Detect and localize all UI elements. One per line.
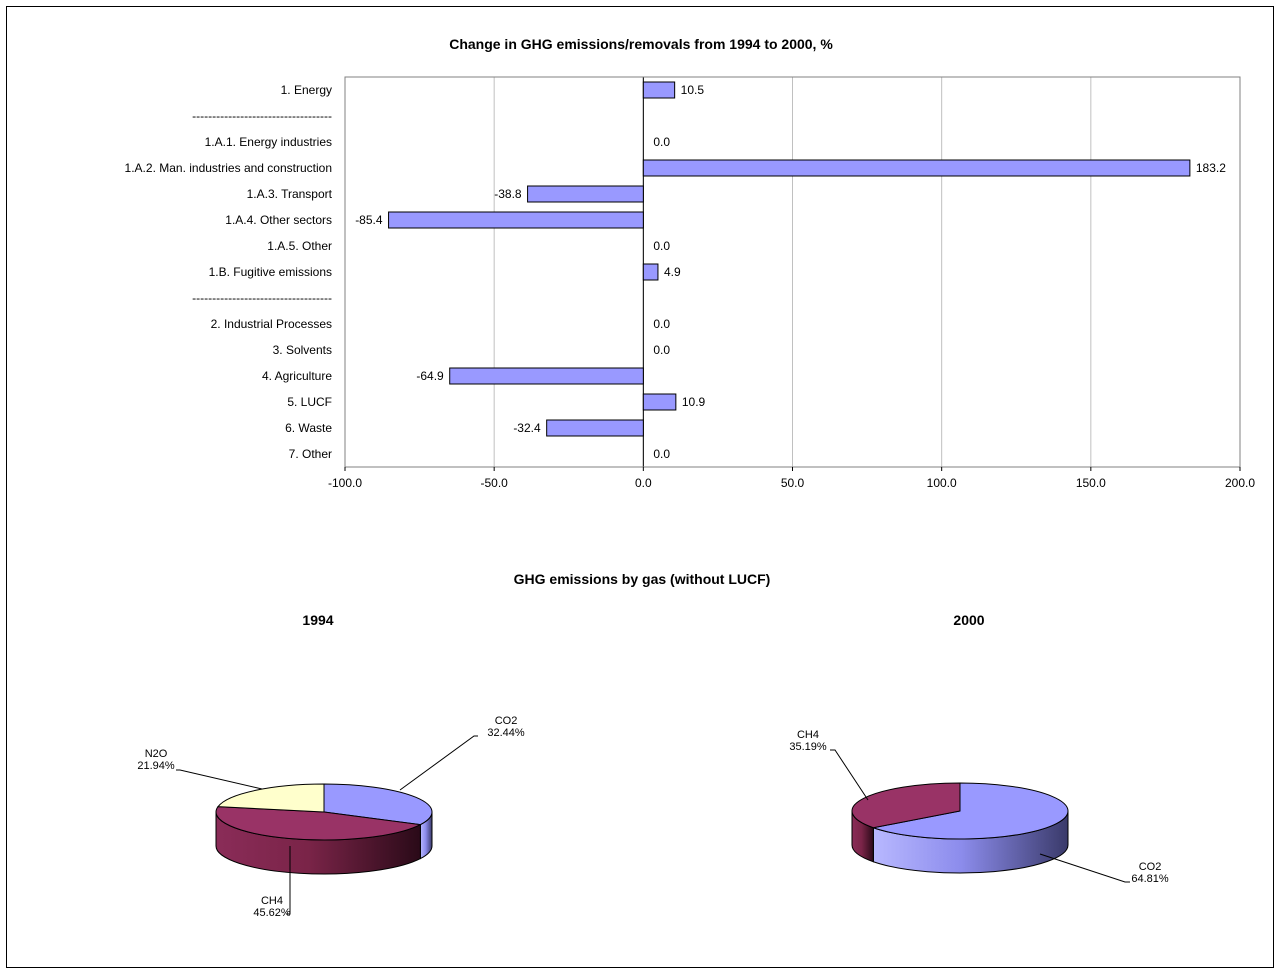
bar-data-label: 0.0 (653, 135, 670, 149)
bar (388, 211, 644, 229)
pie-leader-line (176, 769, 263, 790)
x-tick-label: 150.0 (1076, 476, 1106, 490)
bar (642, 263, 659, 281)
bar-data-label: -85.4 (355, 213, 383, 227)
bar-category-label: 6. Waste (285, 421, 332, 435)
pie-leader-line (399, 735, 478, 791)
bar-data-label: 0.0 (653, 447, 670, 461)
pie-slice-name: CH4 (797, 729, 819, 741)
pie-slice-name: CO2 (495, 715, 518, 727)
pie-slice-percent: 32.44% (487, 727, 525, 739)
x-tick-label: 50.0 (781, 476, 805, 490)
bar-chart-grid (493, 77, 1092, 467)
bar-category-label: 1.A.2. Man. industries and construction (125, 161, 332, 175)
bar-data-label: 4.9 (664, 265, 681, 279)
x-tick-label: -50.0 (480, 476, 508, 490)
pie-2000-title: 2000 (953, 612, 984, 628)
pie-slice-percent: 64.81% (1131, 873, 1169, 885)
bar-data-label: 0.0 (653, 239, 670, 253)
bar-category-label: 1.B. Fugitive emissions (209, 265, 332, 279)
pie-slice-name: CO2 (1139, 861, 1162, 873)
bar-data-label: 183.2 (1196, 161, 1226, 175)
pie-1994-title: 1994 (302, 612, 333, 628)
bar (642, 393, 677, 411)
bar-category-label: 1.A.5. Other (267, 239, 332, 253)
bar-data-label: -64.9 (416, 369, 444, 383)
pie-slice (323, 783, 433, 826)
bar-category-label: ----------------------------------- (192, 291, 332, 305)
bar (642, 159, 1191, 177)
bar-data-label: 10.5 (681, 83, 705, 97)
bar-data-label: 10.9 (682, 395, 706, 409)
bar-chart-title: Change in GHG emissions/removals from 19… (449, 36, 833, 52)
bar-rows: 1. Energy 10.5 ---------------------------… (125, 81, 1226, 461)
bar-category-label: 5. LUCF (287, 395, 332, 409)
bar-data-label: 0.0 (653, 343, 670, 357)
bar-category-label: 1. Energy (281, 83, 332, 97)
bar (527, 185, 644, 203)
bar-category-label: 1.A.3. Transport (247, 187, 333, 201)
pie-slice-percent: 45.62% (253, 907, 291, 919)
pie-slice (217, 783, 325, 813)
pie-slice-name: CH4 (261, 895, 283, 907)
x-tick-label: 100.0 (927, 476, 957, 490)
pie-slice (851, 782, 961, 829)
pie-group-title: GHG emissions by gas (without LUCF) (514, 571, 771, 587)
x-tick-label: 200.0 (1225, 476, 1255, 490)
bar (449, 367, 644, 385)
pie-slice (871, 782, 1069, 840)
bar-x-axis: -100.0 -50.0 0.0 50.0 100.0 150.0 200.0 (328, 467, 1255, 490)
bar (546, 419, 644, 437)
bar-category-label: ----------------------------------- (192, 109, 332, 123)
bar-category-label: 3. Solvents (273, 343, 332, 357)
bar-category-label: 7. Other (289, 447, 332, 461)
bar-category-label: 1.A.1. Energy industries (205, 135, 332, 149)
pie-slice-name: N2O (145, 748, 168, 760)
bar-data-label: 0.0 (653, 317, 670, 331)
pie-leader-line (286, 846, 291, 915)
pie-leader-line (830, 749, 869, 801)
bar-category-label: 4. Agriculture (262, 369, 332, 383)
pie-slice (215, 806, 423, 841)
pie-slice-percent: 35.19% (789, 741, 827, 753)
pie-leader-line (1039, 853, 1130, 883)
bar-category-label: 2. Industrial Processes (211, 317, 332, 331)
bar-data-label: -32.4 (513, 421, 541, 435)
x-tick-label: -100.0 (328, 476, 362, 490)
bar-data-label: -38.8 (494, 187, 522, 201)
bar (642, 81, 676, 99)
x-tick-label: 0.0 (635, 476, 652, 490)
pie-slice-percent: 21.94% (137, 760, 175, 772)
bar-category-label: 1.A.4. Other sectors (225, 213, 332, 227)
